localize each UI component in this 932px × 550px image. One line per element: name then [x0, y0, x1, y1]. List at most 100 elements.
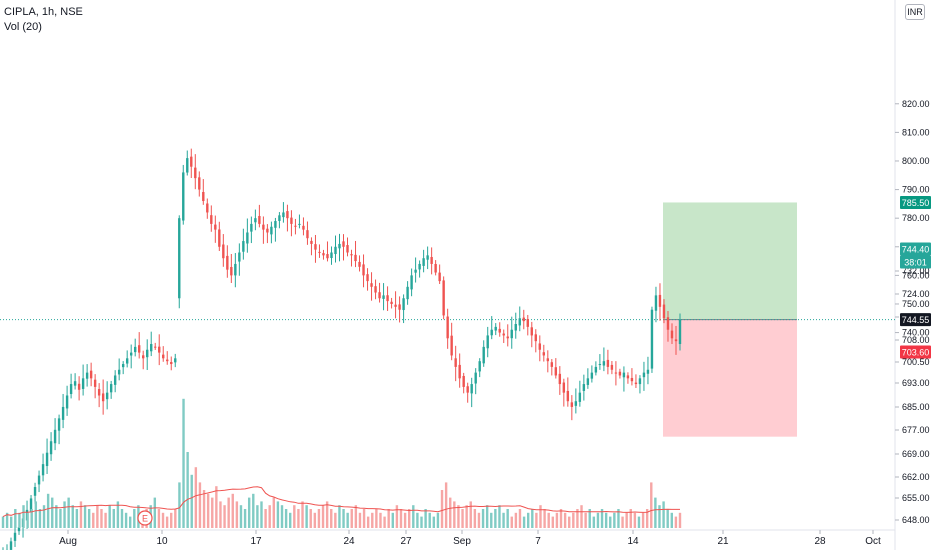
- candle-body: [386, 295, 389, 302]
- price-tick-label: 693.00: [902, 378, 930, 388]
- volume-bar: [186, 452, 189, 528]
- volume-bar: [490, 512, 493, 528]
- candle-body: [250, 223, 253, 232]
- volume-bar: [539, 505, 542, 528]
- volume-bar: [227, 497, 230, 528]
- candle-body: [109, 384, 113, 393]
- currency-button[interactable]: INR: [905, 4, 925, 20]
- price-tick-label: 800.00: [902, 156, 930, 166]
- volume-bar: [96, 505, 99, 528]
- candle-body: [222, 244, 225, 259]
- candle-body: [258, 215, 261, 224]
- candle-body: [426, 255, 429, 260]
- volume-bar: [543, 509, 546, 528]
- volume-bar: [120, 509, 124, 528]
- volume-bar: [576, 509, 579, 528]
- time-label: 17: [250, 536, 262, 547]
- volume-bar: [231, 493, 234, 528]
- volume-bar: [526, 512, 530, 528]
- volume-bar: [342, 509, 345, 528]
- candle-body: [486, 335, 489, 349]
- candle-body: [378, 292, 381, 299]
- volume-bar: [670, 512, 673, 528]
- volume-bar: [313, 512, 317, 528]
- stop-price-tag: [900, 345, 931, 359]
- price-tick-label: 700.50: [902, 357, 930, 367]
- volume-bar: [449, 497, 452, 528]
- volume-bar: [383, 516, 386, 528]
- earnings-event-icon[interactable]: [137, 510, 153, 526]
- candle-body: [61, 406, 65, 420]
- volume-bar: [436, 512, 440, 528]
- price-tick-label: 740.00: [902, 328, 930, 338]
- candle-body: [310, 240, 313, 244]
- price-tick-label: 724.00: [902, 289, 930, 299]
- current-price-tag: [900, 242, 931, 256]
- candle-body: [238, 252, 241, 262]
- volume-bar: [26, 512, 29, 528]
- bar-countdown-tag: [900, 255, 931, 269]
- candle-body: [538, 343, 541, 350]
- candle-body: [226, 255, 229, 270]
- volume-bar: [34, 501, 38, 528]
- volume-bar: [325, 501, 329, 528]
- candle-body: [614, 372, 618, 374]
- candle-body: [490, 329, 493, 336]
- candle-body: [494, 326, 497, 331]
- candle-body: [282, 212, 285, 218]
- candle-body: [113, 375, 117, 385]
- volume-bar: [14, 509, 17, 528]
- candle-body: [498, 328, 501, 333]
- volume-bar: [568, 516, 571, 528]
- volume-bar: [42, 505, 46, 528]
- candle-body: [438, 272, 441, 282]
- volume-bar: [641, 512, 645, 528]
- stop-price-value: 703.60: [902, 348, 930, 358]
- candle-body: [65, 395, 69, 409]
- candle-body: [101, 393, 105, 402]
- candle-body: [85, 372, 89, 379]
- volume-bar: [416, 512, 419, 528]
- volume-bar: [202, 490, 206, 528]
- candle-body: [542, 352, 545, 356]
- candle-body: [422, 258, 425, 266]
- chart-legend: CIPLA, 1h, NSE Vol (20): [4, 5, 83, 35]
- volume-ma-line: [2, 486, 680, 518]
- volume-bar: [617, 509, 620, 528]
- symbol-label: CIPLA, 1h, NSE: [4, 6, 83, 18]
- volume-bar: [391, 512, 394, 528]
- volume-bar: [650, 482, 653, 528]
- candle-body: [69, 384, 73, 395]
- candle-body: [254, 218, 257, 223]
- volume-bar: [465, 505, 468, 528]
- candle-body: [678, 319, 682, 345]
- volume-bar: [371, 512, 374, 528]
- price-tick-label: 810.00: [902, 127, 930, 137]
- candle-body: [390, 301, 393, 304]
- price-tick-label: 685.00: [902, 402, 930, 412]
- volume-bar: [379, 512, 382, 528]
- candle-body: [530, 327, 533, 336]
- volume-bar: [116, 501, 120, 528]
- candle-body: [358, 261, 361, 267]
- volume-bar: [584, 512, 587, 528]
- volume-bar: [100, 509, 103, 528]
- volume-bar: [309, 509, 312, 528]
- candle-body: [33, 487, 37, 496]
- price-tick-label: 708.00: [902, 335, 930, 345]
- candle-body: [17, 527, 21, 532]
- candle-body: [298, 223, 301, 225]
- candle-body: [458, 364, 461, 379]
- candle-body: [330, 252, 333, 259]
- price-tick-label: 648.00: [902, 515, 930, 525]
- candle-body: [362, 264, 365, 276]
- volume-bar: [108, 505, 111, 528]
- volume-bar: [334, 512, 337, 528]
- volume-bar: [346, 512, 349, 528]
- candle-body: [638, 378, 642, 385]
- candle-body: [434, 263, 437, 273]
- volume-bar: [674, 516, 678, 528]
- candle-body: [510, 329, 513, 339]
- price-tick-label: 655.00: [902, 493, 930, 503]
